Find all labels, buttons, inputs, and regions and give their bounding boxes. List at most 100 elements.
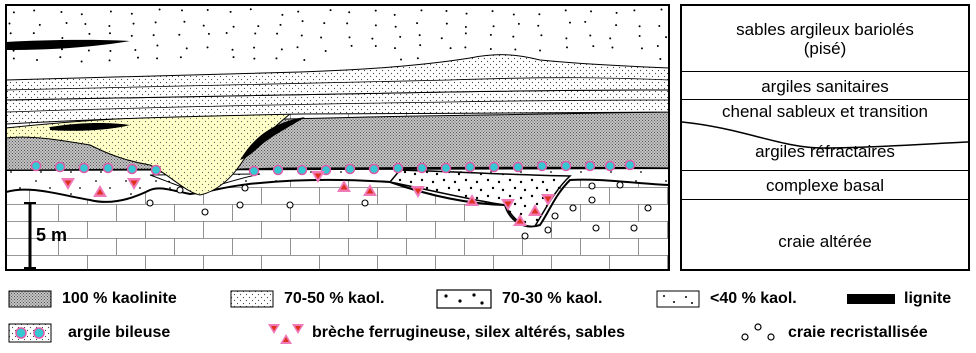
craie-recristallisee-marker <box>592 224 600 232</box>
dense-dots-swatch <box>8 290 52 308</box>
pise-dot <box>8 22 11 25</box>
pise-dot <box>12 11 15 14</box>
pise-dot <box>656 44 659 47</box>
pise-dot <box>60 11 63 14</box>
layer-label-argiles-refractaires: argiles réfractaires <box>755 142 895 161</box>
craie-recristallisee-marker <box>361 199 369 207</box>
legend-label: brèche ferrugineuse, silex altérés, sabl… <box>312 324 626 341</box>
pise-dot <box>589 34 592 37</box>
pise-dot <box>611 46 614 49</box>
argile-bileuse-marker <box>30 160 42 172</box>
pise-dot <box>350 44 353 47</box>
pink-triangles-swatch <box>268 324 304 344</box>
legend-item-lignite: lignite <box>846 286 951 312</box>
pise-dot <box>537 24 540 27</box>
craie-recristallisee-marker <box>588 196 596 204</box>
pise-dot <box>491 10 494 13</box>
pise-dot <box>465 12 468 15</box>
pise-dot <box>609 37 612 40</box>
pise-dot <box>665 36 668 39</box>
pise-dot <box>254 32 257 35</box>
argile-bileuse-marker <box>624 159 636 171</box>
pise-dot <box>638 34 641 37</box>
craie-recristallisee-marker <box>146 199 154 207</box>
pise-dot <box>346 22 349 25</box>
pise-dot <box>80 13 83 16</box>
pise-dot <box>253 57 256 60</box>
pise-dot <box>130 34 133 37</box>
argile-bileuse-marker <box>78 162 90 174</box>
argile-bileuse-markers <box>30 159 636 177</box>
pise-dot <box>297 10 300 13</box>
craie-recristallisee-marker <box>521 232 529 240</box>
pise-dot <box>65 21 68 24</box>
pise-dot <box>60 48 63 51</box>
column-divider <box>682 170 968 171</box>
pise-dot <box>137 56 140 59</box>
pise-dot <box>324 49 327 52</box>
pise-dot <box>512 13 515 16</box>
argile-bileuse-marker <box>368 163 380 175</box>
pise-dot <box>565 46 568 49</box>
legend-label: 70-30 % kaol. <box>502 290 603 307</box>
stratigraphic-column: sables argileux bariolés (pisé) argiles … <box>680 4 970 271</box>
pise-dot <box>539 49 542 52</box>
layer-label-chenal: chenal sableux et transition <box>721 102 929 121</box>
pise-dot <box>399 35 402 38</box>
pise-dot <box>180 9 183 12</box>
pise-dot <box>615 11 618 14</box>
pise-dot <box>12 57 15 60</box>
legend-label: lignite <box>904 290 952 307</box>
argile-bileuse-marker <box>488 161 500 173</box>
pise-dot <box>640 47 643 50</box>
pise-dot <box>633 9 636 12</box>
pise-dot <box>489 47 492 50</box>
argile-bileuse-marker <box>54 161 66 173</box>
breche-marker-inner <box>531 208 539 214</box>
lignite-swatch <box>847 294 895 304</box>
pise-dot <box>275 57 278 60</box>
pise-dot <box>80 60 83 63</box>
layer-label-pise: sables argileux bariolés (pisé) <box>736 20 914 58</box>
pise-dot <box>540 34 543 37</box>
pise-dot <box>301 20 304 23</box>
argile-bileuse-marker <box>248 165 260 177</box>
pise-dot <box>32 32 35 35</box>
pise-dot <box>158 8 161 11</box>
pise-dot <box>374 24 377 27</box>
pise-dot <box>156 57 159 60</box>
breche-marker-inner <box>64 180 72 186</box>
very-sparse-dots-swatch <box>656 290 700 308</box>
argile-bileuse-marker <box>416 162 428 174</box>
pise-dot <box>231 48 234 51</box>
transition-line-1 <box>6 77 669 91</box>
pise-dot <box>225 32 228 35</box>
argile-bileuse-marker <box>272 164 284 176</box>
pise-dot <box>445 9 448 12</box>
legend-item-kaol-40: <40 % kaol. <box>656 286 797 312</box>
legend-label: craie recristallisée <box>788 324 928 341</box>
column-divider <box>682 99 968 100</box>
transition-line-2 <box>6 99 669 113</box>
legend-item-breche: brèche ferrugineuse, silex altérés, sabl… <box>266 320 625 346</box>
pise-dot <box>348 11 351 14</box>
pise-dot <box>464 25 467 28</box>
pise-dot <box>418 34 421 37</box>
argile-bileuse-marker <box>464 161 476 173</box>
pise-dot <box>374 9 377 12</box>
breche-marker-inner <box>516 218 524 224</box>
legend-label: 70-50 % kaol. <box>284 290 385 307</box>
craie-recristallisee-marker <box>588 182 596 190</box>
pise-dot <box>638 25 641 28</box>
lignite-lens-middle <box>50 122 130 131</box>
pise-dot <box>206 46 209 49</box>
pise-dot <box>323 22 326 25</box>
section-frame <box>5 4 670 271</box>
pise-dot <box>492 25 495 28</box>
pise-dot <box>416 57 419 60</box>
column-curve <box>682 121 968 149</box>
craie-recristallisee-marker <box>176 186 184 194</box>
legend-item-kaol-70-30: 70-30 % kaol. <box>436 286 603 312</box>
pise-dot <box>371 37 374 40</box>
breche-marker-inner <box>340 184 348 190</box>
